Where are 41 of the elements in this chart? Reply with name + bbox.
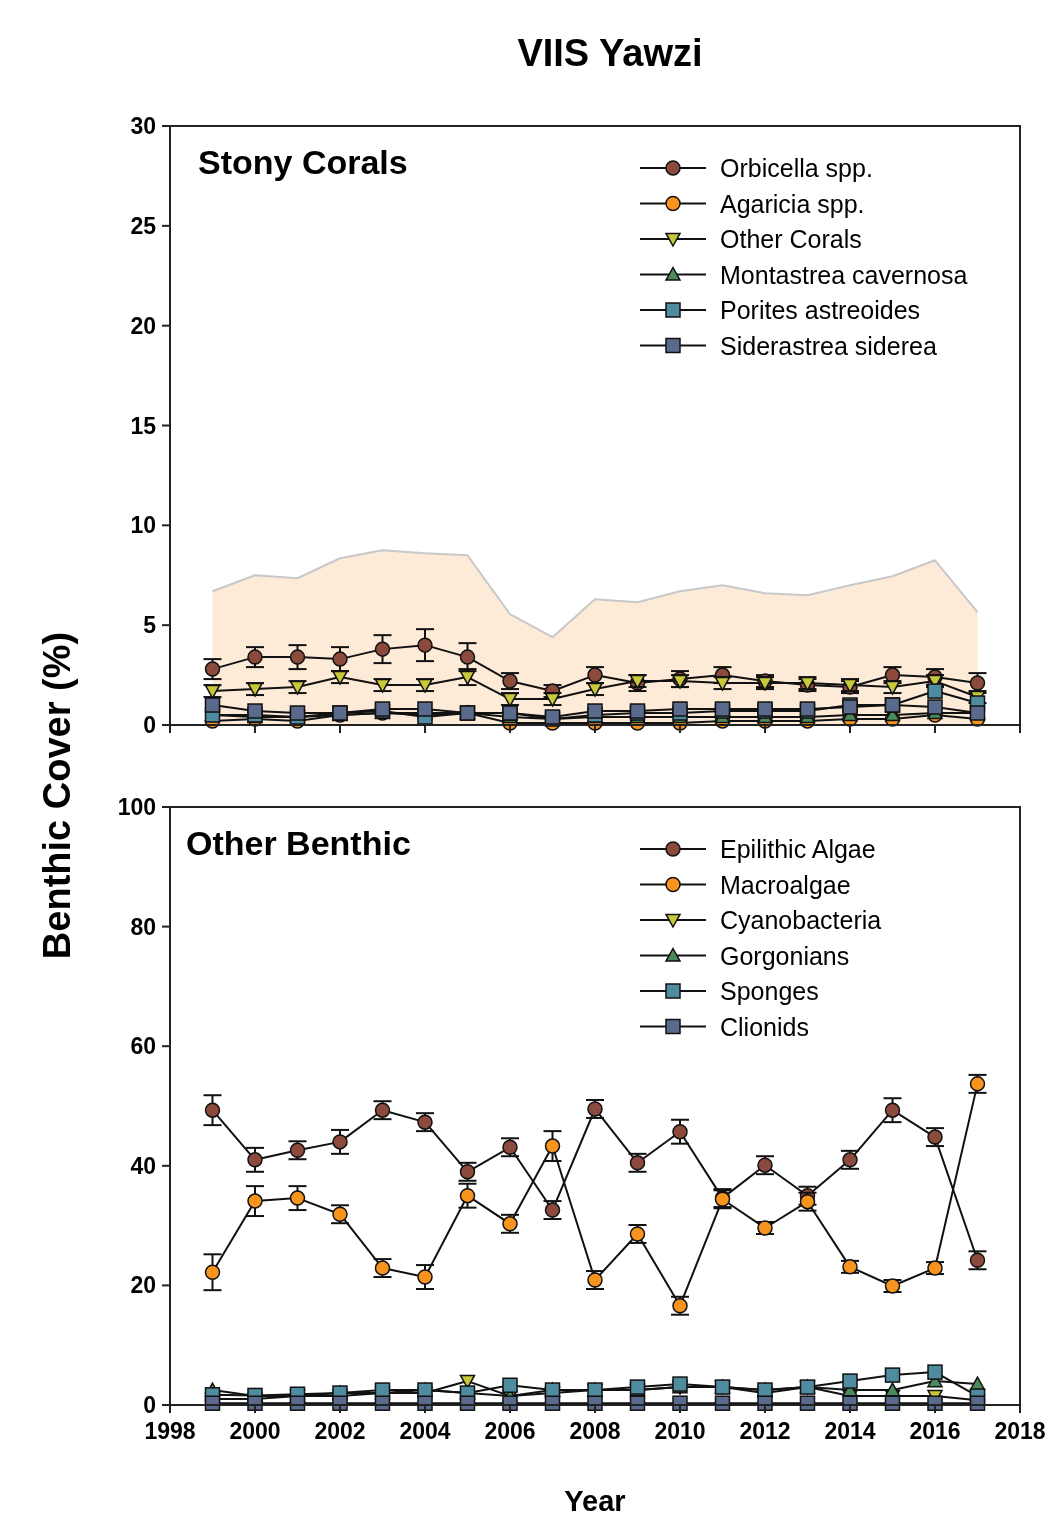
x-tick-label: 2012 [739, 1418, 791, 1444]
y-tick-label: 60 [130, 1033, 156, 1060]
text: Stony Corals [198, 143, 408, 181]
x-tick-label: 2018 [994, 1418, 1046, 1444]
x-axis-title: Year [564, 1485, 626, 1517]
y-tick-label: 80 [130, 913, 156, 940]
x-tick-label: 2008 [569, 1418, 621, 1444]
x-tick-label: 1998 [144, 1418, 196, 1444]
x-tick-label: 2000 [229, 1418, 281, 1444]
y-tick-label: 30 [130, 113, 156, 139]
y-axis-title: Benthic Cover (%) [36, 631, 78, 960]
legend-label: Macroalgae [720, 870, 851, 899]
legend-label: Siderastrea siderea [720, 331, 937, 360]
y-tick-label: 40 [130, 1152, 156, 1179]
legend-label: Sponges [720, 977, 819, 1005]
y-tick-label: 10 [130, 512, 156, 539]
x-tick-label: 2002 [314, 1418, 366, 1444]
y-tick-label: 20 [130, 1272, 156, 1299]
y-tick-label: 20 [130, 312, 156, 339]
x-tick-label: 2014 [824, 1418, 876, 1444]
y-tick-label: 0 [143, 1392, 156, 1418]
legend-label: Epilithic Algae [720, 835, 876, 863]
x-tick-label: 2006 [484, 1418, 536, 1444]
y-tick-label: 5 [143, 612, 157, 639]
y-tick-label: 25 [130, 212, 157, 239]
text: Other Benthic [186, 824, 411, 862]
x-tick-label: 2010 [654, 1418, 706, 1444]
x-tick-label: 2016 [909, 1418, 961, 1444]
legend-label: Other Corals [720, 225, 862, 253]
legend-label: Agaricia spp. [720, 189, 865, 218]
y-tick-label: 0 [143, 712, 156, 738]
chart-title: VIIS Yawzi [517, 32, 703, 74]
y-tick-label: 15 [130, 412, 157, 439]
legend-label: Clionids [720, 1012, 809, 1041]
legend-label: Porites astreoides [720, 296, 921, 324]
x-tick-label: 2004 [399, 1418, 451, 1444]
y-tick-label: 100 [117, 794, 156, 820]
legend-label: Gorgonians [720, 941, 850, 970]
legend-label: Montastrea cavernosa [720, 260, 968, 289]
legend-label: Cyanobacteria [720, 906, 882, 934]
legend-label: Orbicella spp. [720, 154, 873, 182]
